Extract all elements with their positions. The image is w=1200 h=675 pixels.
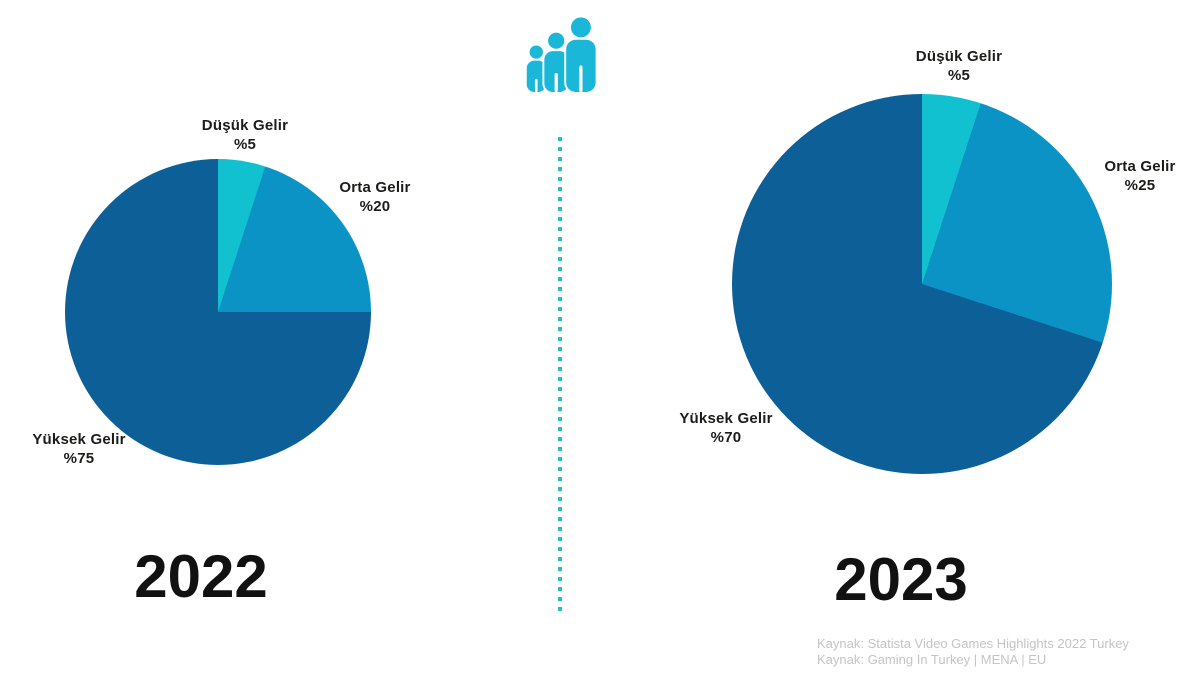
slice-name: Yüksek Gelir (679, 410, 773, 427)
slice-value: %5 (233, 136, 257, 153)
source-line-1: Kaynak: Statista Video Games Highlights … (817, 636, 1129, 651)
pie-2022 (65, 159, 371, 465)
slice-value: %75 (63, 450, 95, 467)
year-title-2023: 2023 (834, 546, 968, 613)
slice-value: %5 (947, 67, 971, 84)
population-growth-icon (524, 16, 598, 92)
dotted-divider (558, 137, 562, 613)
label-dusuk-gelir-2023: Düşük Gelir %5 (916, 47, 1002, 85)
slice-value: %20 (359, 198, 391, 215)
year-title-2022: 2022 (134, 543, 268, 610)
source-attribution: Kaynak: Statista Video Games Highlights … (817, 636, 1129, 668)
pie-2023 (732, 94, 1112, 474)
label-dusuk-gelir-2022: Düşük Gelir %5 (202, 116, 288, 154)
source-line-2: Kaynak: Gaming In Turkey | MENA | EU (817, 652, 1047, 667)
label-orta-gelir-2022: Orta Gelir %20 (339, 178, 410, 216)
label-orta-gelir-2023: Orta Gelir %25 (1104, 157, 1175, 195)
slice-value: %70 (710, 429, 742, 446)
slice-name: Orta Gelir (1104, 158, 1176, 175)
label-yuksek-gelir-2022: Yüksek Gelir %75 (32, 430, 125, 468)
slice-name: Düşük Gelir (915, 48, 1003, 65)
slice-name: Orta Gelir (339, 179, 411, 196)
slice-value: %25 (1124, 177, 1156, 194)
label-yuksek-gelir-2023: Yüksek Gelir %70 (679, 409, 772, 447)
slice-name: Düşük Gelir (201, 117, 289, 134)
slice-name: Yüksek Gelir (32, 431, 126, 448)
